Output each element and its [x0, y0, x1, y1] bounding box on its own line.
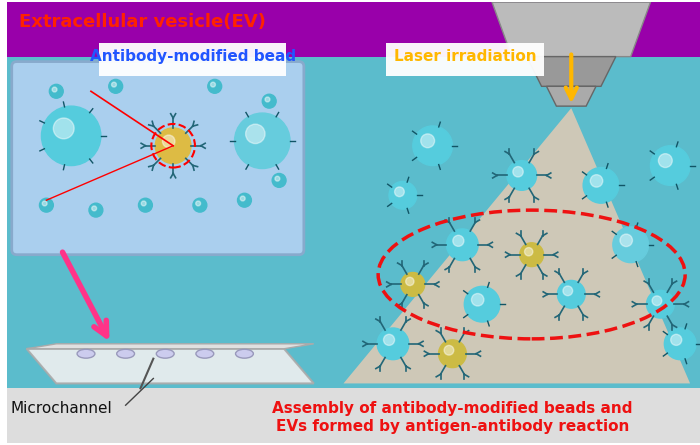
Circle shape [89, 203, 103, 217]
Circle shape [92, 206, 97, 211]
Circle shape [53, 118, 74, 139]
Circle shape [162, 135, 175, 148]
Circle shape [520, 243, 543, 267]
Circle shape [650, 146, 690, 186]
Circle shape [659, 154, 672, 167]
Circle shape [155, 128, 191, 164]
Circle shape [208, 79, 222, 93]
Ellipse shape [235, 349, 253, 358]
Text: Microchannel: Microchannel [10, 401, 112, 416]
Polygon shape [27, 344, 314, 349]
Circle shape [193, 198, 206, 212]
Circle shape [246, 124, 265, 144]
Circle shape [196, 201, 201, 206]
Circle shape [237, 193, 251, 207]
Circle shape [524, 247, 533, 256]
Circle shape [211, 82, 216, 87]
Circle shape [464, 287, 500, 322]
FancyBboxPatch shape [7, 388, 700, 443]
FancyBboxPatch shape [7, 57, 700, 393]
Circle shape [111, 82, 116, 87]
Circle shape [52, 87, 57, 92]
Polygon shape [344, 108, 690, 384]
Circle shape [39, 198, 53, 212]
Circle shape [141, 201, 146, 206]
Circle shape [647, 290, 674, 318]
Circle shape [513, 166, 523, 177]
Circle shape [664, 328, 696, 360]
Circle shape [563, 286, 573, 295]
Circle shape [557, 280, 585, 308]
Circle shape [671, 334, 682, 345]
Circle shape [590, 175, 603, 187]
Circle shape [108, 79, 122, 93]
Text: EVs formed by antigen-antibody reaction: EVs formed by antigen-antibody reaction [276, 419, 629, 434]
Circle shape [377, 328, 409, 360]
FancyBboxPatch shape [12, 61, 304, 255]
Circle shape [652, 296, 662, 306]
Circle shape [507, 161, 537, 190]
Polygon shape [27, 349, 314, 384]
FancyBboxPatch shape [386, 43, 543, 77]
Polygon shape [526, 57, 616, 86]
Circle shape [139, 198, 153, 212]
Circle shape [42, 201, 47, 206]
Circle shape [401, 272, 425, 296]
Circle shape [41, 106, 101, 166]
Ellipse shape [77, 349, 95, 358]
Circle shape [265, 97, 270, 102]
Circle shape [583, 167, 619, 203]
Circle shape [272, 174, 286, 187]
Circle shape [471, 294, 484, 306]
Circle shape [406, 277, 414, 286]
Circle shape [234, 113, 290, 169]
FancyBboxPatch shape [7, 2, 700, 57]
Ellipse shape [117, 349, 134, 358]
Circle shape [613, 227, 648, 263]
Ellipse shape [156, 349, 174, 358]
Polygon shape [492, 2, 650, 57]
Circle shape [620, 234, 633, 247]
Text: Antibody-modified bead: Antibody-modified bead [90, 49, 296, 64]
Circle shape [395, 187, 405, 197]
Circle shape [275, 176, 280, 181]
Circle shape [444, 345, 454, 355]
Circle shape [50, 85, 63, 98]
Circle shape [439, 340, 466, 368]
Circle shape [453, 235, 464, 247]
Circle shape [384, 334, 395, 345]
Circle shape [240, 196, 245, 201]
Circle shape [262, 94, 276, 108]
FancyBboxPatch shape [99, 43, 286, 77]
Circle shape [447, 229, 478, 261]
Circle shape [389, 182, 416, 209]
Text: Extracellular vesicle(EV): Extracellular vesicle(EV) [19, 13, 265, 31]
Polygon shape [547, 86, 596, 106]
Circle shape [421, 134, 435, 148]
Circle shape [413, 126, 452, 166]
Text: Laser irradiation: Laser irradiation [394, 49, 537, 64]
Ellipse shape [196, 349, 214, 358]
Text: Assembly of antibody-modified beads and: Assembly of antibody-modified beads and [272, 401, 633, 416]
